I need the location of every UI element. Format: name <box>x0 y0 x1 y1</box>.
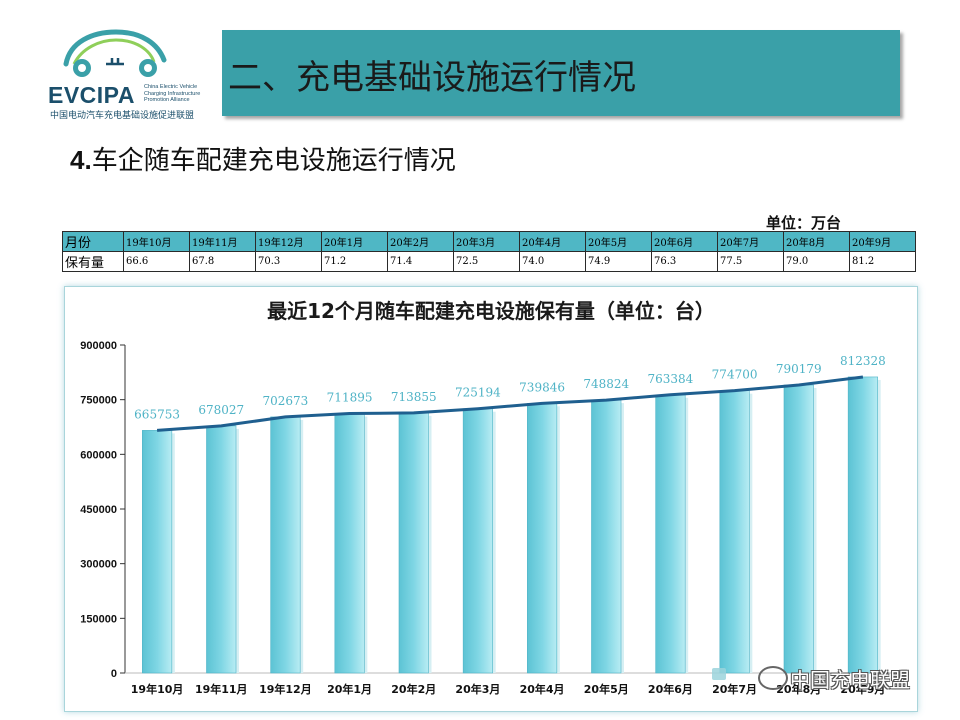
table-cell: 81.2 <box>849 251 916 272</box>
table-cell: 20年2月 <box>387 231 454 252</box>
data-table: 月份 19年10月 19年11月 19年12月 20年1月 20年2月 20年3… <box>62 231 916 272</box>
bar <box>527 403 558 674</box>
bar <box>847 376 878 674</box>
data-label: 790179 <box>776 362 822 376</box>
table-cell: 76.3 <box>651 251 718 272</box>
logo-subtitle-cn: 中国电动汽车充电基础设施促进联盟 <box>50 111 195 121</box>
table-cell: 19年12月 <box>255 231 322 252</box>
bar <box>719 390 750 674</box>
table-cell: 77.5 <box>717 251 784 272</box>
x-tick-label: 20年4月 <box>520 682 565 696</box>
page-title: 二、充电基础设施运行情况 <box>228 58 636 98</box>
table-row-months: 月份 19年10月 19年11月 19年12月 20年1月 20年2月 20年3… <box>62 231 916 252</box>
table-cell: 74.9 <box>585 251 652 272</box>
bar <box>655 394 686 674</box>
section-banner: 二、充电基础设施运行情况 <box>222 30 900 116</box>
data-label: 725194 <box>455 386 501 400</box>
table-cell: 71.4 <box>387 251 454 272</box>
bar <box>462 408 493 674</box>
table-unit-label: 单位：万台 <box>766 214 842 232</box>
table-cell: 67.8 <box>189 251 256 272</box>
bar <box>142 430 173 674</box>
table-cell: 19年10月 <box>123 231 190 252</box>
y-tick-label: 450000 <box>80 504 117 516</box>
x-tick-label: 19年10月 <box>131 682 184 696</box>
x-tick-label: 20年3月 <box>455 682 500 696</box>
data-label: 713855 <box>391 390 437 404</box>
data-label: 665753 <box>134 407 180 421</box>
section-subtitle: 4.车企随车配建充电设施运行情况 <box>70 140 456 177</box>
y-tick-label: 600000 <box>80 449 117 461</box>
x-tick-label: 20年5月 <box>584 682 629 696</box>
data-label: 702673 <box>263 394 309 408</box>
bar <box>206 425 237 674</box>
logo-wordmark: EVCIPA <box>48 82 135 108</box>
x-tick-label: 19年12月 <box>259 682 312 696</box>
evcipa-logo: EVCIPA China Electric Vehicle Charging I… <box>40 24 215 124</box>
table-cell: 20年8月 <box>783 231 850 252</box>
data-label: 748824 <box>583 377 629 391</box>
table-cell: 20年9月 <box>849 231 916 252</box>
wechat-icon <box>758 666 788 690</box>
x-tick-label: 20年1月 <box>327 682 372 696</box>
watermark: 中国充电联盟 <box>712 662 942 702</box>
bar <box>591 399 622 674</box>
table-cell: 20年7月 <box>717 231 784 252</box>
y-tick-label: 750000 <box>80 395 117 407</box>
table-cell: 72.5 <box>453 251 520 272</box>
data-label: 739846 <box>519 380 565 394</box>
ev-car-icon <box>63 29 167 77</box>
chart-title: 最近12个月随车配建充电设施保有量（单位：台） <box>267 299 715 323</box>
data-label: 774700 <box>712 368 758 382</box>
x-tick-label: 20年2月 <box>391 682 436 696</box>
subtitle-text: 车企随车配建充电设施运行情况 <box>91 146 456 176</box>
y-tick-label: 0 <box>111 668 117 680</box>
table-row-header: 月份 <box>62 231 124 252</box>
x-tick-label: 19年11月 <box>195 682 248 696</box>
data-label: 711895 <box>327 391 373 405</box>
data-label: 812328 <box>840 354 886 368</box>
table-cell: 20年1月 <box>321 231 388 252</box>
data-label: 678027 <box>198 403 244 417</box>
trend-line <box>156 375 864 432</box>
bar-chart: 0 150000 300000 450000 600000 750000 900000 19年… <box>80 340 895 696</box>
subtitle-number: 4. <box>70 145 92 175</box>
table-cell: 71.2 <box>321 251 388 272</box>
table-cell: 19年11月 <box>189 231 256 252</box>
watermark-square-icon <box>712 668 726 680</box>
bar <box>783 384 814 674</box>
bar <box>270 416 301 674</box>
y-tick-label: 300000 <box>80 559 117 571</box>
y-tick-label: 900000 <box>80 340 117 352</box>
x-tick-label: 20年6月 <box>648 682 693 696</box>
chart-panel: 最近12个月随车配建充电设施保有量（单位：台） 0 150000 300000 450… <box>64 286 918 712</box>
table-cell: 66.6 <box>123 251 190 272</box>
table-cell: 20年6月 <box>651 231 718 252</box>
table-row-header: 保有量 <box>62 251 124 272</box>
table-cell: 74.0 <box>519 251 586 272</box>
y-tick-label: 150000 <box>80 613 117 625</box>
data-label: 763384 <box>648 372 694 386</box>
watermark-text: 中国充电联盟 <box>790 668 910 692</box>
bar <box>398 412 429 674</box>
table-cell: 79.0 <box>783 251 850 272</box>
logo-subtitle-en: China Electric Vehicle Charging Infrastr… <box>144 84 201 103</box>
table-row-values: 保有量 66.6 67.8 70.3 71.2 71.4 72.5 74.0 7… <box>62 251 916 272</box>
x-tick-label: 20年8月 <box>776 682 821 696</box>
table-cell: 20年4月 <box>519 231 586 252</box>
table-cell: 70.3 <box>255 251 322 272</box>
table-cell: 20年3月 <box>453 231 520 252</box>
table-cell: 20年5月 <box>585 231 652 252</box>
x-tick-label: 20年7月 <box>712 682 757 696</box>
x-tick-label: 20年9月 <box>840 682 885 696</box>
bar <box>334 413 365 674</box>
